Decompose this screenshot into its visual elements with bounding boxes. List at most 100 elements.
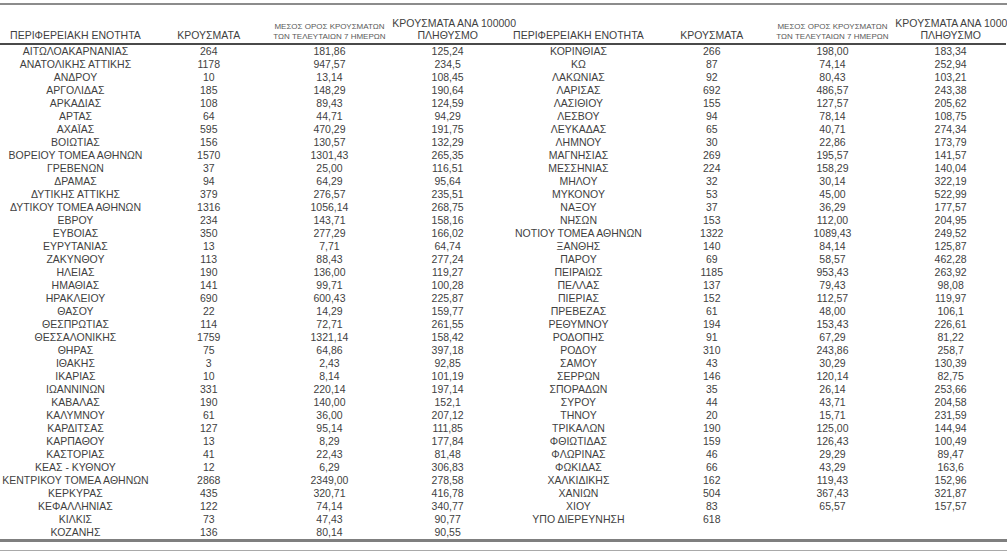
cases: 618 — [654, 513, 770, 526]
header-avg-7day: ΜΕΣΟΣ ΟΡΟΣ ΚΡΟΥΣΜΑΤΩΝ ΤΩΝ ΤΕΛΕΥΤΑΙΩΝ 7 Η… — [267, 17, 393, 44]
per-100k: 144,94 — [895, 422, 1006, 435]
table-row: ΚΑΛΥΜΝΟΥ6136,00207,12 — [0, 409, 503, 422]
avg-7day: 158,29 — [770, 162, 896, 175]
region-name: ΦΛΩΡΙΝΑΣ — [503, 448, 654, 461]
avg-7day: 6,29 — [267, 461, 393, 474]
cases: 1759 — [151, 331, 267, 344]
per-100k: 397,18 — [392, 344, 503, 357]
per-100k: 258,7 — [895, 344, 1006, 357]
cases: 136 — [151, 526, 267, 539]
per-100k: 89,47 — [895, 448, 1006, 461]
table-row: ΠΙΕΡΙΑΣ152112,57119,97 — [503, 292, 1006, 305]
cases: 12 — [151, 461, 267, 474]
cases: 94 — [654, 110, 770, 123]
table-row: ΗΛΕΙΑΣ190136,00119,27 — [0, 266, 503, 279]
avg-7day: 22,86 — [770, 136, 896, 149]
region-name: ΚΕΡΚΥΡΑΣ — [0, 487, 151, 500]
table-row: ΔΡΑΜΑΣ9464,2995,64 — [0, 175, 503, 188]
avg-7day: 112,57 — [770, 292, 896, 305]
table-row: ΠΡΕΒΕΖΑΣ6148,00106,1 — [503, 305, 1006, 318]
header-avg-7day-line2: ΤΩΝ ΤΕΛΕΥΤΑΙΩΝ 7 ΗΜΕΡΩΝ — [776, 32, 888, 41]
per-100k: 159,77 — [392, 305, 503, 318]
region-name: ΜΕΣΣΗΝΙΑΣ — [503, 162, 654, 175]
table-row: ΒΟΡΕΙΟΥ ΤΟΜΕΑ ΑΘΗΝΩΝ15701301,43265,35 — [0, 149, 503, 162]
avg-7day: 486,57 — [770, 84, 896, 97]
avg-7day: 67,29 — [770, 331, 896, 344]
avg-7day: 140,00 — [267, 396, 393, 409]
table-row: ΣΑΜΟΥ4330,29130,39 — [503, 357, 1006, 370]
table-row: ΔΥΤΙΚΟΥ ΤΟΜΕΑ ΑΘΗΝΩΝ13161056,14268,75 — [0, 201, 503, 214]
per-100k: 274,34 — [895, 123, 1006, 136]
table-row: ΤΗΝΟΥ2015,71231,59 — [503, 409, 1006, 422]
per-100k: 261,55 — [392, 318, 503, 331]
table-row: ΙΚΑΡΙΑΣ108,14101,19 — [0, 370, 503, 383]
avg-7day: 198,00 — [770, 44, 896, 58]
table-row: ΔΥΤΙΚΗΣ ΑΤΤΙΚΗΣ379276,57235,51 — [0, 188, 503, 201]
table-row: ΠΑΡΟΥ6958,57462,28 — [503, 253, 1006, 266]
avg-7day: 84,14 — [770, 240, 896, 253]
per-100k: 111,85 — [392, 422, 503, 435]
per-100k: 205,62 — [895, 97, 1006, 110]
region-name: ΔΡΑΜΑΣ — [0, 175, 151, 188]
avg-7day: 40,71 — [770, 123, 896, 136]
region-name: ΑΧΑΪΑΣ — [0, 123, 151, 136]
table-row: ΠΕΛΛΑΣ13779,4398,08 — [503, 279, 1006, 292]
per-100k: 81,22 — [895, 331, 1006, 344]
table-row: ΑΙΤΩΛΟΑΚΑΡΝΑΝΙΑΣ264181,86125,24 — [0, 44, 503, 58]
tables-container: ΠΕΡΙΦΕΡΕΙΑΚΗ ΕΝΟΤΗΤΑ ΚΡΟΥΣΜΑΤΑ ΜΕΣΟΣ ΟΡΟ… — [0, 17, 1007, 539]
region-name: ΣΑΜΟΥ — [503, 357, 654, 370]
per-100k: 124,59 — [392, 97, 503, 110]
table-row: ΛΗΜΝΟΥ3022,86173,79 — [503, 136, 1006, 149]
cases: 61 — [654, 305, 770, 318]
per-100k: 108,75 — [895, 110, 1006, 123]
per-100k: 140,04 — [895, 162, 1006, 175]
cases: 37 — [654, 201, 770, 214]
header-per-100k-line2: ΠΛΗΘΥΣΜΟ — [417, 29, 477, 41]
right-table: ΠΕΡΙΦΕΡΕΙΑΚΗ ΕΝΟΤΗΤΑ ΚΡΟΥΣΜΑΤΑ ΜΕΣΟΣ ΟΡΟ… — [503, 17, 1006, 526]
table-row: ΘΕΣΣΑΛΟΝΙΚΗΣ17591321,14158,42 — [0, 331, 503, 344]
avg-7day: 26,14 — [770, 383, 896, 396]
header-region: ΠΕΡΙΦΕΡΕΙΑΚΗ ΕΝΟΤΗΤΑ — [503, 17, 654, 44]
regional-cases-report: ΠΕΡΙΦΕΡΕΙΑΚΗ ΕΝΟΤΗΤΑ ΚΡΟΥΣΜΑΤΑ ΜΕΣΟΣ ΟΡΟ… — [0, 0, 1007, 558]
cases: 53 — [654, 188, 770, 201]
table-row: ΚΕΑΣ - ΚΥΘΝΟΥ126,29306,83 — [0, 461, 503, 474]
table-row: ΗΜΑΘΙΑΣ14199,71100,28 — [0, 279, 503, 292]
cases: 1185 — [654, 266, 770, 279]
cases: 92 — [654, 71, 770, 84]
table-row: ΛΕΥΚΑΔΑΣ6540,71274,34 — [503, 123, 1006, 136]
region-name: ΘΕΣΣΑΛΟΝΙΚΗΣ — [0, 331, 151, 344]
region-name: ΦΘΙΩΤΙΔΑΣ — [503, 435, 654, 448]
region-name: ΛΗΜΝΟΥ — [503, 136, 654, 149]
cases: 10 — [151, 71, 267, 84]
table-row: ΤΡΙΚΑΛΩΝ190125,00144,94 — [503, 422, 1006, 435]
table-row: ΧΙΟΥ8365,57157,57 — [503, 500, 1006, 513]
cases: 114 — [151, 318, 267, 331]
region-name: ΚΑΡΠΑΘΟΥ — [0, 435, 151, 448]
avg-7day: 72,71 — [267, 318, 393, 331]
header-per-100k: ΚΡΟΥΣΜΑΤΑ ΑΝΑ 100000 ΠΛΗΘΥΣΜΟ — [895, 17, 1006, 44]
table-row: ΚΕΝΤΡΙΚΟΥ ΤΟΜΕΑ ΑΘΗΝΩΝ28682349,00278,58 — [0, 474, 503, 487]
avg-7day: 99,71 — [267, 279, 393, 292]
table-row: ΛΑΚΩΝΙΑΣ9280,43103,21 — [503, 71, 1006, 84]
table-row: ΑΡΚΑΔΙΑΣ10889,43124,59 — [0, 97, 503, 110]
region-name: ΔΥΤΙΚΗΣ ΑΤΤΙΚΗΣ — [0, 188, 151, 201]
cases: 87 — [654, 58, 770, 71]
region-name: ΝΑΞΟΥ — [503, 201, 654, 214]
header-row: ΠΕΡΙΦΕΡΕΙΑΚΗ ΕΝΟΤΗΤΑ ΚΡΟΥΣΜΑΤΑ ΜΕΣΟΣ ΟΡΟ… — [503, 17, 1006, 44]
cases: 35 — [654, 383, 770, 396]
top-rule — [0, 3, 1007, 5]
region-name: ΝΗΣΩΝ — [503, 214, 654, 227]
per-100k: 166,02 — [392, 227, 503, 240]
table-row: ΝΗΣΩΝ153112,00204,95 — [503, 214, 1006, 227]
cases: 155 — [654, 97, 770, 110]
table-row: ΡΕΘΥΜΝΟΥ194153,43226,61 — [503, 318, 1006, 331]
avg-7day: 953,43 — [770, 266, 896, 279]
per-100k: 231,59 — [895, 409, 1006, 422]
region-name: ΧΙΟΥ — [503, 500, 654, 513]
region-name: ΚΟΖΑΝΗΣ — [0, 526, 151, 539]
table-row: ΜΥΚΟΝΟΥ5345,00522,99 — [503, 188, 1006, 201]
cases: 13 — [151, 435, 267, 448]
table-row: ΙΘΑΚΗΣ32,4392,85 — [0, 357, 503, 370]
table-row: ΞΑΝΘΗΣ14084,14125,87 — [503, 240, 1006, 253]
cases: 22 — [151, 305, 267, 318]
